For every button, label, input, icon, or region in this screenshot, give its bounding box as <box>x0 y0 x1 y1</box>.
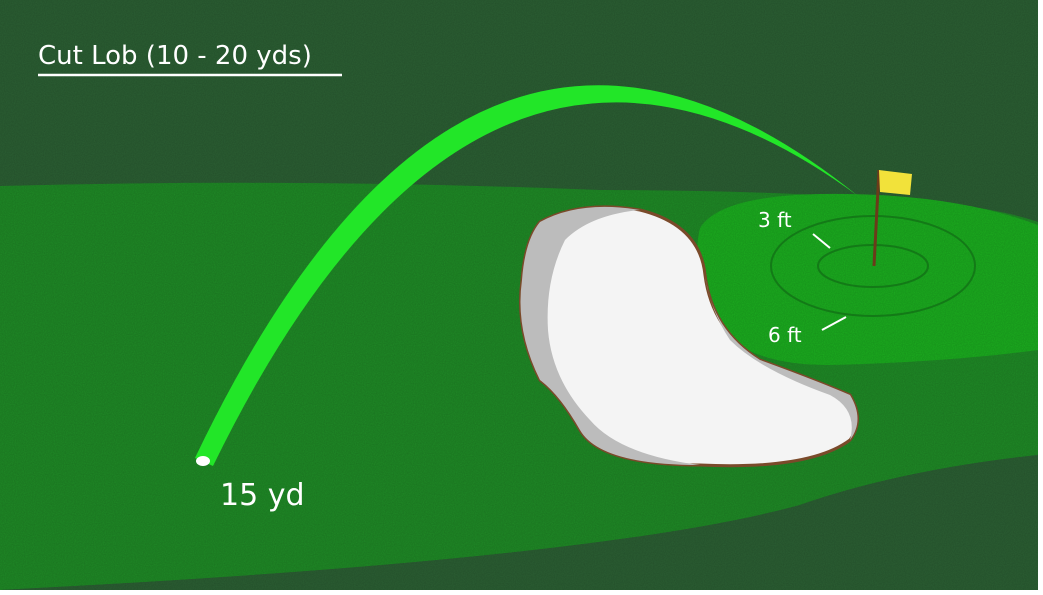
title: Cut Lob (10 - 20 yds) <box>38 41 312 71</box>
distance-label: 15 yd <box>220 478 305 513</box>
leader-line <box>821 316 847 331</box>
outer-ring <box>770 215 976 317</box>
ball <box>196 456 210 466</box>
leader-line <box>812 233 831 249</box>
flagstick <box>872 169 881 267</box>
flag <box>879 170 912 195</box>
ring-label: 3 ft <box>758 208 792 232</box>
ring-label: 6 ft <box>768 323 802 347</box>
inner-ring <box>817 244 929 288</box>
bunker-shadow <box>520 206 700 465</box>
